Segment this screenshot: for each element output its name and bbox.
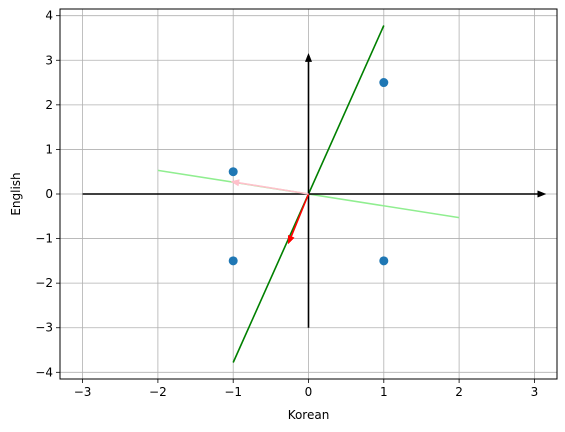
y-tick-label-2: −2: [35, 276, 53, 290]
y-tick-label-1: −3: [35, 321, 53, 335]
y-tick-label-7: 3: [45, 53, 53, 67]
y-tick-label-5: 1: [45, 142, 53, 156]
arrow-shaft-3: [239, 183, 309, 194]
x-axis-label: Korean: [288, 408, 330, 422]
x-tick-label-5: 2: [455, 385, 463, 399]
x-tick-label-1: −2: [149, 385, 167, 399]
arrow-3: [231, 180, 309, 194]
arrow-head-2: [288, 235, 294, 244]
data-point-1: [229, 256, 238, 265]
x-tick-label-3: 0: [305, 385, 313, 399]
x-tick-label-6: 3: [531, 385, 539, 399]
ticks: −3 −2 −1 0 1 2 3 −4 −3 −2 −1 0 1 2 3 4: [35, 9, 538, 399]
arrow-shaft-2: [291, 194, 308, 237]
arrow-0: [83, 191, 546, 197]
y-axis-label: English: [9, 172, 23, 215]
arrow-head-1: [305, 54, 311, 62]
arrow-2: [288, 194, 308, 244]
x-tick-label-2: −1: [224, 385, 242, 399]
arrows: [83, 54, 546, 328]
x-tick-label-4: 1: [380, 385, 388, 399]
data-point-2: [379, 78, 388, 87]
y-tick-label-0: −4: [35, 365, 53, 379]
data-point-0: [229, 167, 238, 176]
y-tick-label-8: 4: [45, 9, 53, 23]
y-tick-label-6: 2: [45, 98, 53, 112]
arrow-head-0: [538, 191, 546, 197]
data-point-3: [379, 256, 388, 265]
y-tick-label-3: −1: [35, 232, 53, 246]
x-tick-label-0: −3: [74, 385, 92, 399]
y-tick-label-4: 0: [45, 187, 53, 201]
